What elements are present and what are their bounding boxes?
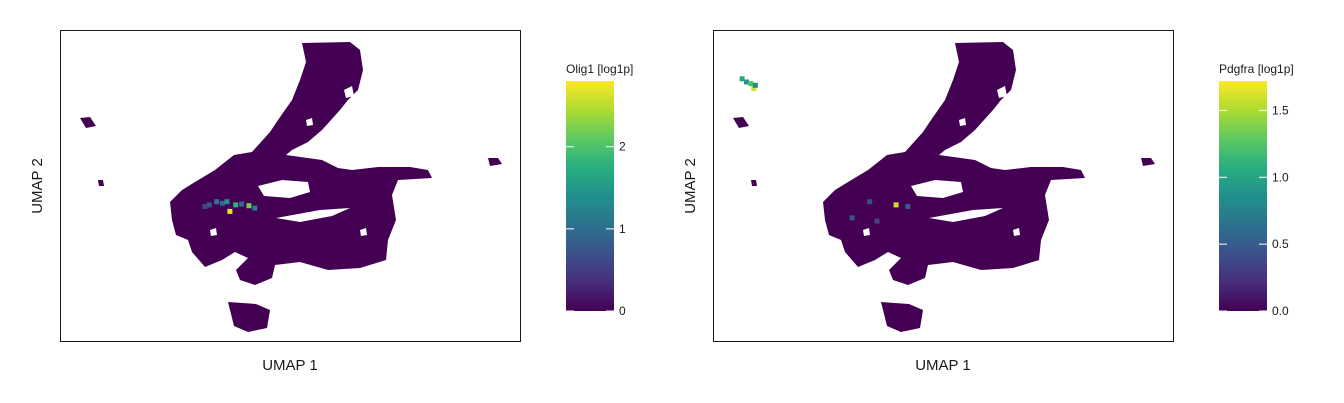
colorbar: Olig1 [log1p] 0 1 2	[566, 62, 633, 318]
expression-point	[905, 204, 911, 209]
panel-olig1: UMAP 1 UMAP 2 Olig1 [log1p] 0 1 2	[29, 30, 633, 374]
expression-marks	[739, 76, 911, 224]
expression-point	[751, 86, 757, 91]
expression-point	[224, 199, 230, 205]
expression-point	[744, 79, 749, 85]
colorbar-tick-label: 2	[619, 140, 626, 154]
expression-point	[239, 201, 245, 207]
expression-point	[748, 81, 754, 87]
colorbar-tick-label: 1.5	[1272, 103, 1289, 117]
expression-point	[893, 202, 899, 208]
colorbar-gradient	[566, 81, 614, 311]
colorbar-title: Olig1 [log1p]	[566, 62, 633, 76]
y-axis-label: UMAP 2	[29, 158, 46, 214]
colorbar-gradient	[1219, 81, 1267, 311]
expression-point	[849, 215, 855, 221]
x-axis-label: UMAP 1	[262, 357, 318, 374]
colorbar-title: Pdgfra [log1p]	[1219, 62, 1294, 76]
colorbar-tick-label: 0	[619, 304, 626, 318]
colorbar-tick-label: 0.0	[1272, 304, 1289, 318]
colorbar-tick-label: 0.5	[1272, 237, 1289, 251]
expression-marks	[202, 199, 258, 214]
expression-point	[214, 199, 220, 205]
expression-point	[874, 218, 880, 224]
expression-point	[752, 82, 758, 88]
expression-point	[206, 202, 212, 208]
expression-point	[233, 202, 239, 208]
colorbar: Pdgfra [log1p] 0.0 0.5 1.0 1.5	[1219, 62, 1294, 318]
expression-point	[739, 76, 745, 82]
expression-point	[220, 200, 225, 206]
expression-point	[252, 205, 258, 211]
y-axis-label: UMAP 2	[682, 158, 699, 214]
expression-point	[227, 208, 233, 214]
panel-pdgfra: UMAP 1 UMAP 2 Pdgfra [log1p] 0.0 0.5 1.0 1.…	[682, 30, 1294, 374]
expression-point	[202, 204, 208, 209]
expression-point	[246, 203, 252, 209]
x-axis-label: UMAP 1	[915, 357, 971, 374]
colorbar-tick-label: 1	[619, 222, 626, 236]
expression-point	[867, 199, 873, 205]
colorbar-tick-label: 1.0	[1272, 170, 1289, 184]
